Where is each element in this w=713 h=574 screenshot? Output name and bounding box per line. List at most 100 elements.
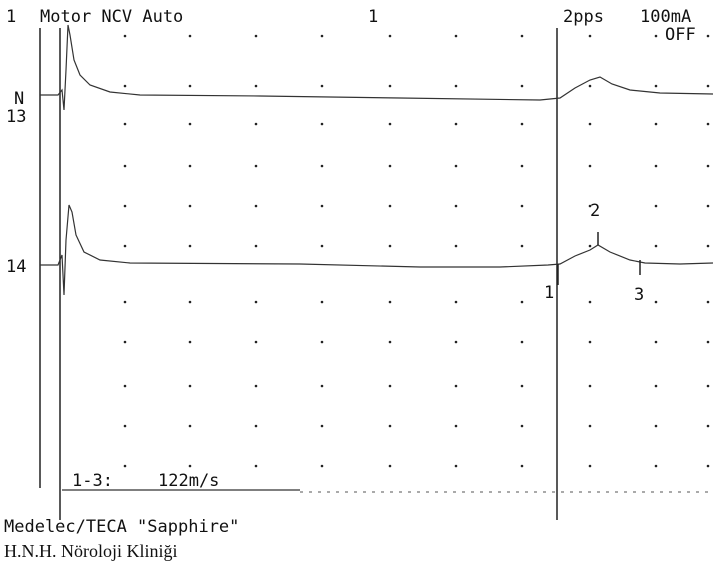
grid-dot (454, 340, 458, 344)
grid-dot (520, 244, 524, 248)
grid-dot (388, 204, 392, 208)
grid-dot (388, 424, 392, 428)
marker: 2 (590, 201, 600, 221)
channel: 1 (6, 7, 16, 27)
mode: Motor NCV Auto (40, 7, 183, 27)
grid-dot (588, 340, 592, 344)
grid-dot (588, 384, 592, 388)
grid-dot (520, 84, 524, 88)
grid-dot (520, 300, 524, 304)
grid-dot (388, 244, 392, 248)
grid-dot (654, 34, 658, 38)
grid-dot (123, 84, 127, 88)
grid-dot (123, 340, 127, 344)
grid-dot (454, 164, 458, 168)
grid-dot (123, 34, 127, 38)
grid-dot (654, 122, 658, 126)
grid-dot (454, 464, 458, 468)
grid-dot (654, 300, 658, 304)
grid-dot (388, 34, 392, 38)
grid-dot (123, 384, 127, 388)
grid-dot (188, 164, 192, 168)
trace-14 (40, 204, 713, 296)
grid-dot (254, 424, 258, 428)
grid-dot (123, 164, 127, 168)
rate: 2pps (563, 7, 604, 27)
dot-grid (123, 34, 710, 468)
grid-dot (588, 424, 592, 428)
grid-dot (320, 424, 324, 428)
grid-dot (388, 384, 392, 388)
grid-dot (254, 34, 258, 38)
grid-dot (520, 464, 524, 468)
grid-dot (188, 122, 192, 126)
grid-dot (454, 122, 458, 126)
grid-dot (254, 122, 258, 126)
grid-dot (454, 384, 458, 388)
grid-dot (588, 164, 592, 168)
grid-dot (123, 464, 127, 468)
grid-dot (188, 424, 192, 428)
grid-dot (123, 244, 127, 248)
grid-dot (520, 384, 524, 388)
grid-dot (588, 84, 592, 88)
sweep: 1 (368, 7, 378, 27)
grid-dot (588, 204, 592, 208)
grid-dot (320, 340, 324, 344)
grid-dot (188, 84, 192, 88)
grid-dot (706, 464, 710, 468)
grid-dot (520, 122, 524, 126)
grid-dot (520, 34, 524, 38)
grid-dot (388, 300, 392, 304)
grid-dot (706, 34, 710, 38)
grid-dot (706, 122, 710, 126)
grid-dot (654, 244, 658, 248)
grid-dot (520, 204, 524, 208)
grid-dot (320, 300, 324, 304)
grid-dot (123, 204, 127, 208)
grid-dot (254, 84, 258, 88)
grid-dot (320, 464, 324, 468)
grid-dot (254, 464, 258, 468)
grid-dot (454, 34, 458, 38)
grid-dot (320, 84, 324, 88)
grid-dot (654, 464, 658, 468)
grid-dot (520, 164, 524, 168)
grid-dot (706, 300, 710, 304)
marker: 3 (634, 285, 644, 305)
grid-dot (706, 84, 710, 88)
grid-dot (654, 384, 658, 388)
grid-dot (188, 384, 192, 388)
grid-dot (188, 340, 192, 344)
grid-dot (654, 340, 658, 344)
grid-dot (454, 244, 458, 248)
grid-dot (254, 384, 258, 388)
grid-dot (654, 204, 658, 208)
grid-dot (188, 464, 192, 468)
grid-dot (520, 340, 524, 344)
current: 100mA (640, 7, 691, 27)
grid-dot (588, 244, 592, 248)
grid-dot (706, 384, 710, 388)
grid-dot (254, 340, 258, 344)
grid-dot (388, 340, 392, 344)
grid-dot (706, 164, 710, 168)
grid-dot (123, 122, 127, 126)
grid-dot (588, 464, 592, 468)
grid-dot (706, 340, 710, 344)
trace-side: N (14, 89, 24, 109)
grid-dot (706, 424, 710, 428)
grid-dot (320, 34, 324, 38)
grid-dot (588, 300, 592, 304)
device: Medelec/TECA "Sapphire" (4, 517, 239, 537)
grid-dot (320, 122, 324, 126)
grid-dot (188, 34, 192, 38)
grid-dot (254, 204, 258, 208)
grid-dot (588, 122, 592, 126)
measurement-label: 1-3: (72, 471, 113, 491)
grid-dot (454, 204, 458, 208)
grid-dot (320, 164, 324, 168)
grid-dot (320, 384, 324, 388)
grid-dot (454, 300, 458, 304)
